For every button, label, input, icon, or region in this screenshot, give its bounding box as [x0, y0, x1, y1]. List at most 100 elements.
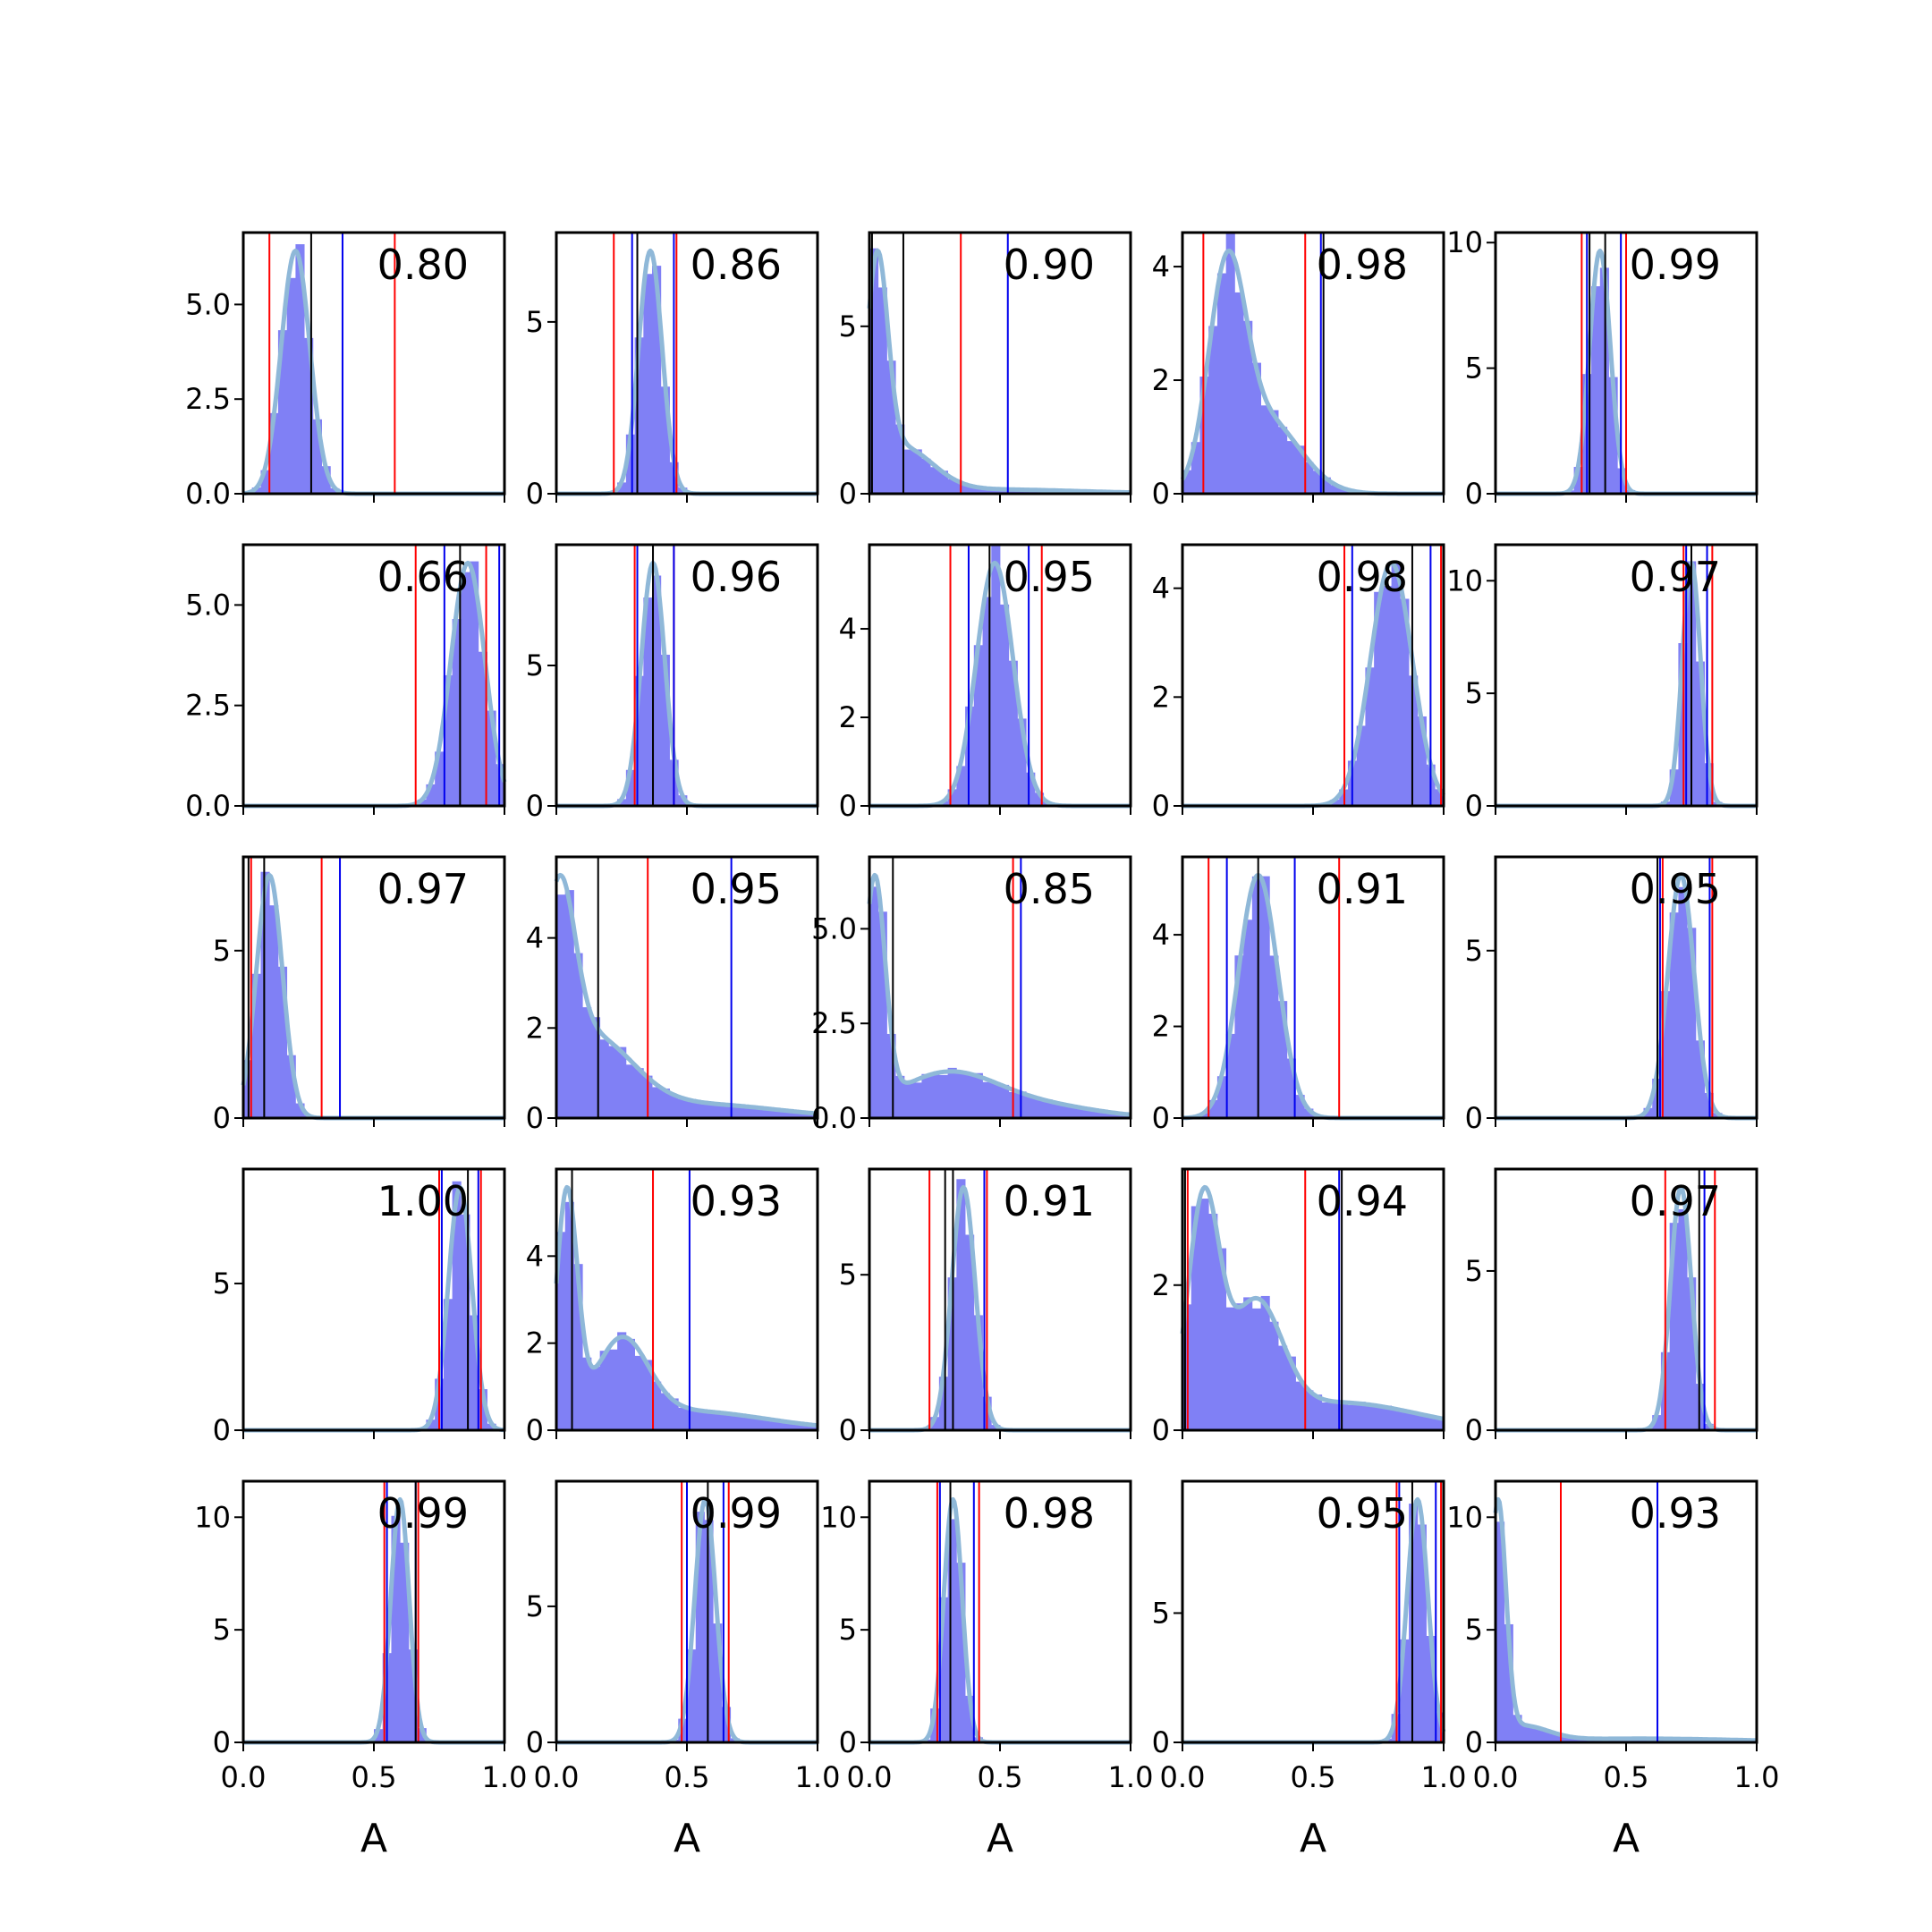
hist-bar — [1269, 1321, 1279, 1430]
hist-bar — [1191, 442, 1200, 494]
hist-bar — [1000, 1084, 1010, 1118]
hist-bar — [730, 1415, 740, 1430]
hist-bar — [991, 488, 1001, 494]
hist-bar — [573, 953, 583, 1118]
hist-bar — [391, 1515, 401, 1742]
y-tick-label: 4 — [1152, 918, 1170, 952]
hist-bar — [678, 1718, 688, 1742]
hist-bar — [478, 1389, 487, 1430]
y-tick-label: 5 — [839, 1258, 857, 1292]
hist-bar — [617, 799, 627, 806]
y-tick-label: 0 — [1152, 1101, 1170, 1135]
hist-bar — [634, 1355, 644, 1430]
hist-bar — [965, 1234, 975, 1430]
hist-bar — [886, 360, 896, 494]
x-tick-label: 0.0 — [847, 1760, 893, 1794]
hist-bar — [1547, 1732, 1557, 1742]
hist-bar — [869, 886, 879, 1118]
y-tick-label: 0 — [1465, 477, 1483, 511]
hist-bar — [452, 619, 462, 806]
hist-bar — [321, 466, 331, 494]
y-tick-label: 2 — [839, 700, 857, 734]
kde-curve — [1180, 1184, 1445, 1421]
y-tick-label: 0 — [213, 1725, 231, 1759]
hist-bar — [687, 1649, 697, 1742]
hist-bar — [1339, 1402, 1349, 1430]
y-tick-label: 5 — [1465, 934, 1483, 968]
y-tick-label: 0 — [1465, 1413, 1483, 1447]
y-tick-label: 5 — [526, 305, 544, 339]
hist-bar — [1530, 1725, 1540, 1742]
hist-bar — [599, 1039, 609, 1118]
hist-bar — [877, 911, 887, 1118]
hist-bar — [704, 1103, 714, 1118]
y-tick-label: 0 — [526, 477, 544, 511]
hist-bar — [660, 386, 670, 494]
y-tick-label: 2.5 — [811, 1006, 857, 1040]
kde-curve — [1493, 1496, 1758, 1743]
hist-bar — [1208, 326, 1218, 494]
hist-bar — [1008, 660, 1018, 806]
hist-bar — [295, 1103, 305, 1118]
x-tick-label: 1.0 — [1108, 1760, 1154, 1794]
hist-bar — [1426, 1415, 1436, 1430]
y-tick-label: 5 — [839, 309, 857, 343]
hist-bar — [1216, 1076, 1227, 1118]
hist-bar — [1608, 377, 1618, 494]
hist-bar — [930, 1072, 940, 1118]
hist-bar — [1000, 489, 1010, 494]
panel-13: 0.0 2.5 5.0 0.85 — [811, 855, 1132, 1135]
hist-bar — [1496, 1521, 1505, 1742]
hist-bar — [1330, 485, 1340, 494]
hist-bar — [678, 795, 688, 806]
hist-bar — [652, 1381, 662, 1430]
panel-16: 051.00 — [213, 1167, 506, 1447]
hist-bar — [982, 487, 992, 494]
hist-bar — [678, 1098, 688, 1118]
hist-bar — [1034, 792, 1045, 806]
hist-bar — [903, 1080, 914, 1118]
hist-bar — [1365, 667, 1375, 806]
hist-bar — [774, 1421, 784, 1430]
hist-bar — [1304, 462, 1314, 494]
panel-corner-label: 0.85 — [1004, 865, 1095, 913]
hist-bar — [312, 419, 322, 494]
panel-9: 0 2 4 0.98 — [1152, 543, 1445, 823]
hist-bar — [800, 1112, 809, 1118]
hist-bar — [791, 1422, 801, 1430]
hist-bar — [625, 1338, 635, 1430]
hist-bar — [1096, 1110, 1106, 1118]
hist-bar — [956, 1179, 966, 1430]
hist-bar — [669, 1398, 679, 1430]
hist-bar — [400, 1542, 410, 1742]
hist-bar — [1365, 1405, 1375, 1430]
hist-bar — [1278, 1001, 1288, 1118]
hist-bar — [1269, 410, 1279, 494]
hist-bar — [1304, 1390, 1314, 1430]
hist-bar — [374, 1729, 384, 1742]
panel-corner-label: 0.98 — [1317, 241, 1408, 289]
hist-bar — [1243, 919, 1253, 1118]
hist-bar — [1409, 1504, 1419, 1742]
panel-8: 0 2 4 0.95 — [839, 543, 1132, 823]
hist-bar — [956, 1563, 966, 1742]
hist-bar — [564, 890, 574, 1118]
y-tick-label: 0 — [1152, 477, 1170, 511]
hist-bar — [991, 545, 1001, 806]
hist-bar — [765, 1108, 775, 1118]
y-tick-label: 2 — [1152, 363, 1170, 397]
hist-bar — [1304, 1108, 1314, 1118]
hist-bar — [260, 871, 270, 1118]
panel-20: 050.97 — [1465, 1167, 1758, 1447]
panel-corner-label: 0.93 — [691, 1177, 782, 1225]
y-tick-label: 0 — [1152, 1413, 1170, 1447]
panel-18: 050.91 — [839, 1167, 1132, 1447]
hist-bar — [956, 1073, 966, 1118]
panel-corner-label: 0.94 — [1317, 1177, 1408, 1225]
hist-bar — [791, 1112, 801, 1118]
panel-12: 0 2 4 0.95 — [526, 855, 819, 1135]
hist-bar — [1538, 1730, 1548, 1742]
hist-bar — [660, 655, 670, 806]
y-tick-label: 10 — [1446, 564, 1483, 597]
y-tick-label: 5 — [839, 1613, 857, 1647]
